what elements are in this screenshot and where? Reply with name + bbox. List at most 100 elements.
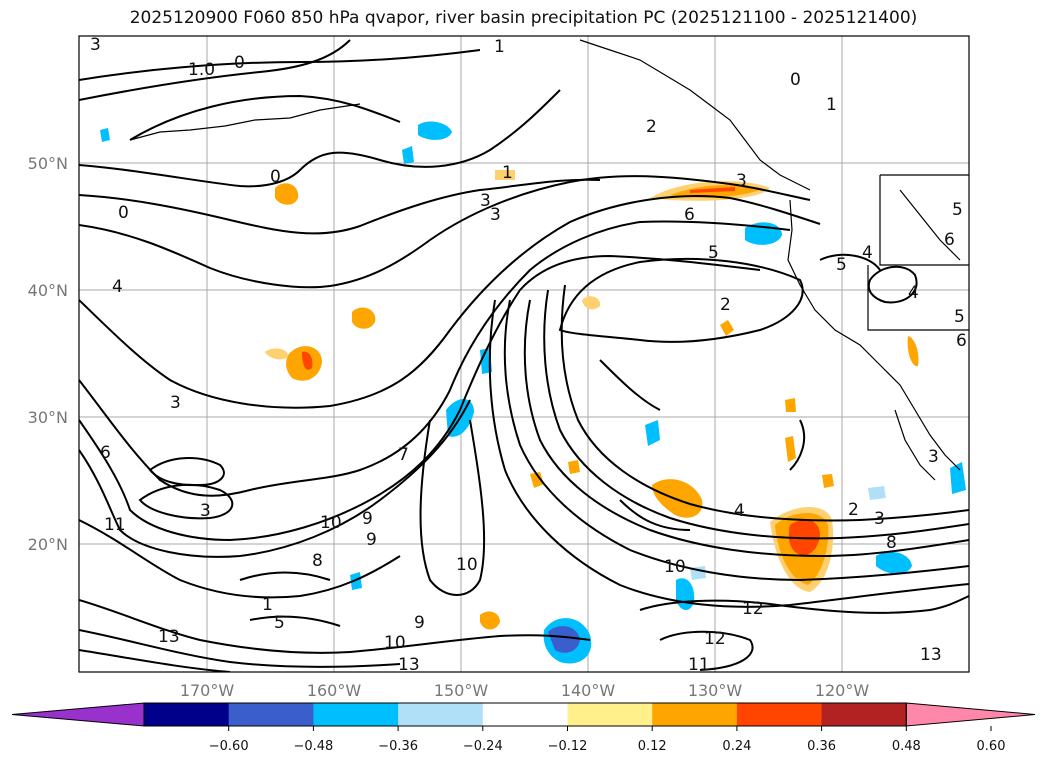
contour-label: 10 (456, 555, 478, 575)
contour-label: 6 (956, 331, 967, 351)
negative-anomaly (548, 626, 580, 653)
qvapor-contours (79, 39, 969, 672)
contour-label: 1.0 (188, 60, 215, 80)
contour-label: 2 (646, 117, 657, 137)
contour-label: 3 (480, 191, 491, 211)
negative-anomaly (418, 121, 452, 140)
lon-label: 130°W (688, 681, 743, 700)
contour-label: 13 (920, 645, 942, 665)
contour-label: 0 (270, 167, 281, 187)
lon-label: 140°W (561, 681, 616, 700)
contour-label: 0 (234, 53, 245, 73)
colorbar-tick-label: 0.24 (722, 739, 751, 754)
contour-label: 12 (704, 629, 726, 649)
contour-label: 6 (100, 443, 111, 463)
colorbar-segment (398, 703, 484, 726)
contour-label: 3 (170, 393, 181, 413)
contour-label: 6 (684, 205, 695, 225)
positive-anomaly (530, 472, 544, 488)
longitude-labels: 170°W 160°W 150°W 140°W 130°W 120°W (180, 681, 870, 700)
positive-anomaly (352, 307, 376, 329)
contour-label: 5 (954, 307, 965, 327)
lon-label: 170°W (180, 681, 235, 700)
contour-label: 1 (494, 37, 505, 57)
contour-label: 1 (502, 163, 513, 183)
negative-anomaly (100, 128, 110, 142)
lat-label: 50°N (28, 154, 68, 173)
contour-label: 4 (908, 283, 919, 303)
colorbar-tick-label: −0.48 (293, 739, 333, 754)
contour-label: 2 (848, 500, 859, 520)
colorbar-segment (736, 703, 823, 726)
contour-label: 9 (414, 613, 425, 633)
contour-label: 13 (398, 655, 420, 675)
contour-label: 5 (952, 200, 963, 220)
positive-anomaly (785, 398, 796, 412)
colorbar-tick-label: 0.36 (807, 739, 836, 754)
contour-label: 1 (826, 95, 837, 115)
negative-anomaly (350, 572, 362, 590)
colorbar-tick-label: 0.60 (977, 739, 1006, 754)
contour-label: 10 (320, 513, 342, 533)
contour-label: 2 (720, 295, 731, 315)
colorbar-segment (313, 703, 399, 726)
contour-label: 10 (664, 557, 686, 577)
negative-anomaly (645, 420, 660, 446)
plot-frame (78, 35, 970, 673)
contour-label: 10 (384, 633, 406, 653)
positive-anomaly (690, 187, 735, 193)
negative-anomaly (402, 146, 414, 164)
contour-labels: 3 1 0 1.0 0 1 2 0 1 3 3 3 6 0 5 4 2 4 5 … (90, 35, 967, 675)
positive-anomaly (480, 611, 500, 630)
colorbar-segment (144, 703, 230, 726)
contour-label: 3 (490, 205, 501, 225)
positive-anomaly (652, 479, 703, 518)
contour-label: 13 (158, 627, 180, 647)
contour-label: 3 (874, 509, 885, 529)
contour-label: 8 (886, 533, 897, 553)
lat-label: 30°N (28, 408, 68, 427)
positive-anomaly (568, 460, 580, 474)
colorbar-tick-label: −0.60 (209, 739, 249, 754)
colorbar-tick-label: −0.12 (548, 739, 588, 754)
contour-label: 9 (362, 509, 373, 529)
positive-anomaly (302, 351, 313, 370)
lon-label: 120°W (815, 681, 870, 700)
positive-anomaly (275, 183, 299, 205)
contour-label: 12 (742, 599, 764, 619)
colorbar: −0.60 −0.48 −0.36 −0.24 −0.12 0.12 0.24 0.36 0.4… (11, 702, 1036, 754)
graticule (79, 36, 969, 672)
latitude-labels: 50°N 40°N 30°N 20°N (28, 154, 68, 554)
colorbar-segment (228, 703, 314, 726)
contour-label: 11 (104, 515, 126, 535)
contour-label: 0 (118, 203, 129, 223)
plot-area: 3 1 0 1.0 0 1 2 0 1 3 3 3 6 0 5 4 2 4 5 … (79, 35, 969, 675)
colorbar-segment (567, 703, 653, 726)
contour-label: 0 (790, 70, 801, 90)
coastlines (129, 39, 969, 481)
positive-anomaly (265, 348, 288, 360)
contour-label: 3 (736, 171, 747, 191)
colorbar-extend-low (11, 702, 145, 727)
lat-label: 40°N (28, 281, 68, 300)
lon-label: 150°W (434, 681, 489, 700)
colorbar-extend-high (905, 702, 1036, 727)
positive-anomaly (822, 474, 834, 488)
colorbar-frame (143, 702, 907, 727)
contour-label: 5 (836, 255, 847, 275)
contour-label: 4 (734, 501, 745, 521)
contour-label: 9 (366, 530, 377, 550)
contour-label: 8 (312, 551, 323, 571)
negative-anomaly (876, 551, 912, 574)
colorbar-segment (482, 703, 568, 726)
contour-label: 6 (944, 230, 955, 250)
colorbar-tick-label: −0.24 (463, 739, 503, 754)
contour-label: 7 (398, 445, 409, 465)
lon-label: 160°W (307, 681, 362, 700)
contour-label: 5 (708, 243, 719, 263)
contour-label: 3 (90, 35, 101, 55)
positive-anomaly (907, 336, 919, 367)
positive-anomaly (720, 320, 734, 336)
contour-label: 5 (274, 613, 285, 633)
